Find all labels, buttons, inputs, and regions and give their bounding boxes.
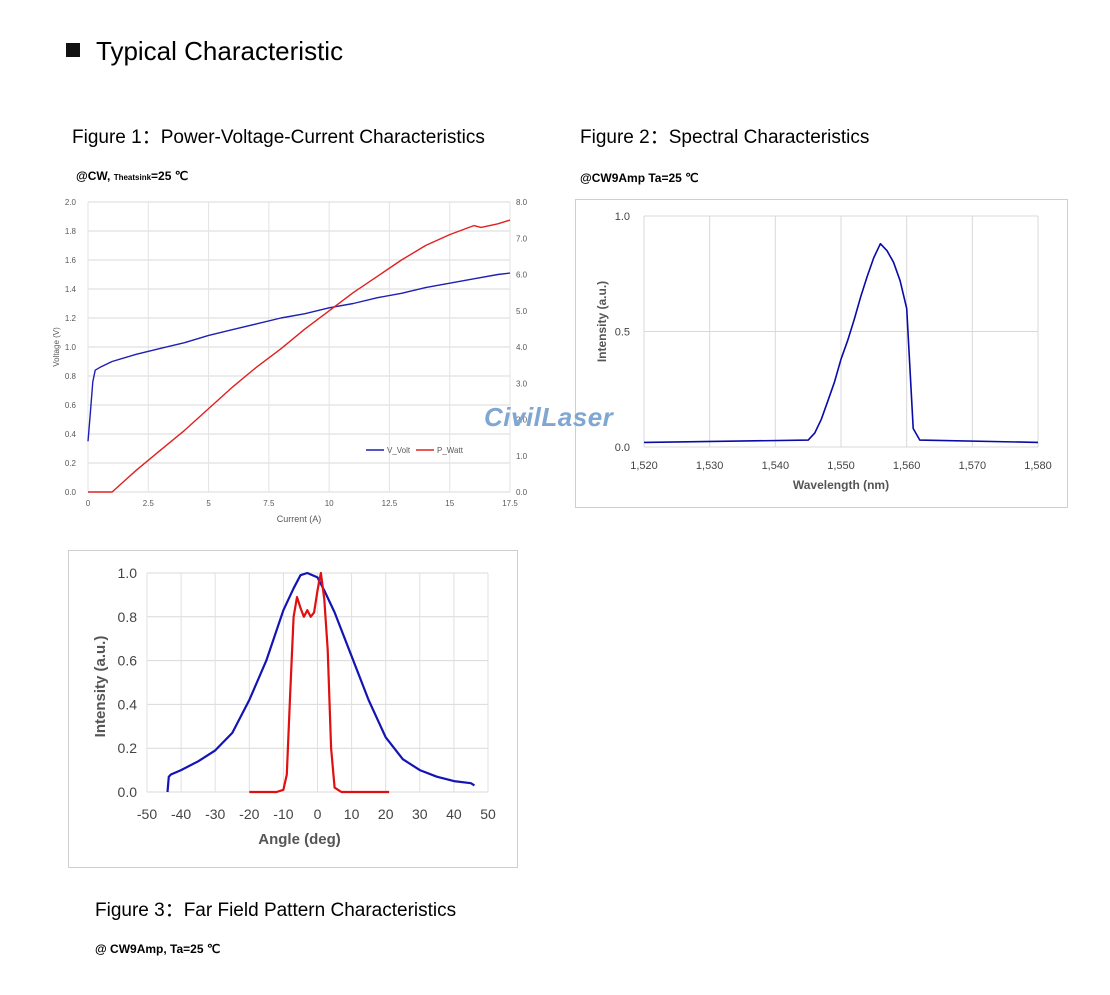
fig3-xtick-label: -40 (171, 806, 191, 822)
fig2-series-line-1 (643, 242, 1039, 444)
figure-2-conditions: @CW9Amp Ta=25 ℃ (580, 171, 699, 185)
fig1-xtick-label: 5 (206, 499, 211, 508)
fig3-series-line-1 (166, 571, 475, 793)
fig2-ytick-label: 0.0 (615, 442, 630, 454)
fig1-ytick-label: 1.0 (65, 343, 77, 352)
figure-1-cond-tail: =25 ℃ (151, 169, 189, 183)
fig1-ytick-label: 1.8 (65, 227, 77, 236)
figure-3-chart: 0.0 0.2 0.4 0.6 0.8 1.0 -50 -40 -30 -20 -10 0 10 20 30… (92, 565, 496, 848)
fig3-xtick-label: -20 (239, 806, 259, 822)
fig1-ytick-label: 1.6 (65, 256, 77, 265)
fig3-series-line-2 (249, 571, 390, 794)
fig2-xtick-label: 1,540 (762, 460, 790, 472)
fig3-xtick-label: 40 (446, 806, 462, 822)
fig1-xtick-label: 17.5 (502, 499, 518, 508)
figure-1-title: Figure 1：Power-Voltage-Current Character… (72, 127, 485, 148)
fig1-ytick-label: 2.0 (65, 198, 77, 207)
fig2-xtick-label: 1,580 (1024, 460, 1052, 472)
fig3-ytick-label: 0.6 (118, 653, 138, 669)
figure-1-chart: 0.0 0.2 0.4 0.6 0.8 1.0 1.2 1.4 1.6 1.8 2.0 0 2.5 5 7.… (52, 198, 545, 524)
figure-3-conditions: @ CW9Amp, Ta=25 ℃ (95, 942, 221, 956)
fig1-xtick-label: 10 (325, 499, 334, 508)
fig3-xtick-label: 50 (480, 806, 496, 822)
fig2-xtick-label: 1,520 (630, 460, 658, 472)
fig1-legend-label: V_Volt (387, 446, 411, 455)
figure-2-chart: 0.0 0.5 1.0 1,520 1,530 1,540 1,550 1,560 1,570 1… (595, 211, 1052, 492)
figure-1-cond-main: @CW, (76, 169, 114, 183)
figure-1-conditions: @CW, Theatsink=25 ℃ (76, 169, 188, 183)
fig1-ytick-label: 1.4 (65, 285, 77, 294)
fig2-xtick-label: 1,560 (893, 460, 921, 472)
fig1-y2tick-label: 8.0 (516, 198, 528, 207)
fig1-y2tick-label: 7.0 (516, 234, 528, 243)
fig1-y2tick-label: 5.0 (516, 307, 528, 316)
fig1-ytick-label: 0.8 (65, 372, 77, 381)
fig2-xtick-label: 1,570 (959, 460, 987, 472)
fig3-xtick-label: -10 (273, 806, 293, 822)
square-bullet-icon (66, 43, 80, 58)
watermark-logo: CivilLaser (484, 402, 614, 432)
fig1-y2tick-label: 2.0 (516, 416, 528, 425)
fig1-xtick-label: 12.5 (382, 499, 398, 508)
fig1-xtick-label: 2.5 (143, 499, 155, 508)
fig1-y2tick-label: 6.0 (516, 271, 528, 280)
fig2-y-axis-label: Intensity (a.u.) (595, 281, 609, 362)
section-heading: Typical Characteristic (66, 36, 343, 67)
fig1-xtick-label: 7.5 (263, 499, 275, 508)
fig1-ytick-label: 0.2 (65, 459, 77, 468)
fig3-ytick-label: 0.2 (118, 740, 138, 756)
fig1-series-line-2 (88, 219, 511, 493)
fig2-xtick-label: 1,550 (827, 460, 855, 472)
figure-3-title: Figure 3：Far Field Pattern Characteristi… (95, 900, 457, 921)
fig2-ytick-label: 1.0 (615, 211, 630, 223)
fig1-xtick-label: 15 (445, 499, 454, 508)
fig3-y-axis-label: Intensity (a.u.) (92, 636, 109, 738)
figure-3-panel: 0.0 0.2 0.4 0.6 0.8 1.0 -50 -40 -30 -20 -10 0 10 20 30… (68, 550, 518, 868)
fig3-xtick-label: -50 (137, 806, 157, 822)
fig1-ytick-label: 0.6 (65, 401, 77, 410)
fig3-ytick-label: 1.0 (118, 565, 138, 581)
figure-1-panel: 0.0 0.2 0.4 0.6 0.8 1.0 1.2 1.4 1.6 1.8 2.0 0 2.5 5 7.… (48, 192, 545, 532)
fig3-ytick-label: 0.8 (118, 609, 138, 625)
figure-2-title: Figure 2：Spectral Characteristics (580, 127, 870, 148)
figure-2-panel: 0.0 0.5 1.0 1,520 1,530 1,540 1,550 1,560 1,570 1… (575, 199, 1068, 508)
fig3-xtick-label: 30 (412, 806, 428, 822)
fig3-xtick-label: 10 (344, 806, 360, 822)
fig1-xtick-label: 0 (86, 499, 91, 508)
fig1-y-axis-label: Voltage (V) (52, 327, 61, 367)
fig1-legend-label: P_Watt (437, 446, 464, 455)
fig2-ytick-label: 0.5 (615, 327, 630, 339)
fig2-x-axis-label: Wavelength (nm) (793, 478, 889, 492)
fig3-xtick-label: 0 (314, 806, 322, 822)
figure-1-cond-small: Theatsink (113, 173, 152, 182)
fig1-y2tick-label: 4.0 (516, 343, 528, 352)
fig3-xtick-label: -30 (205, 806, 225, 822)
fig1-series-line-1 (87, 272, 511, 442)
fig1-ytick-label: 0.0 (65, 488, 77, 497)
fig1-y2tick-label: 0.0 (516, 488, 528, 497)
fig1-ytick-label: 1.2 (65, 314, 77, 323)
fig3-ytick-label: 0.0 (118, 784, 138, 800)
fig1-x-axis-label: Current (A) (277, 514, 322, 524)
fig3-xtick-label: 20 (378, 806, 394, 822)
fig1-ytick-label: 0.4 (65, 430, 77, 439)
fig3-x-axis-label: Angle (deg) (258, 831, 341, 848)
fig2-xtick-label: 1,530 (696, 460, 724, 472)
section-title: Typical Characteristic (96, 36, 344, 66)
fig1-y2tick-label: 3.0 (516, 379, 528, 388)
fig3-ytick-label: 0.4 (118, 696, 138, 712)
fig1-y2tick-label: 1.0 (516, 452, 528, 461)
